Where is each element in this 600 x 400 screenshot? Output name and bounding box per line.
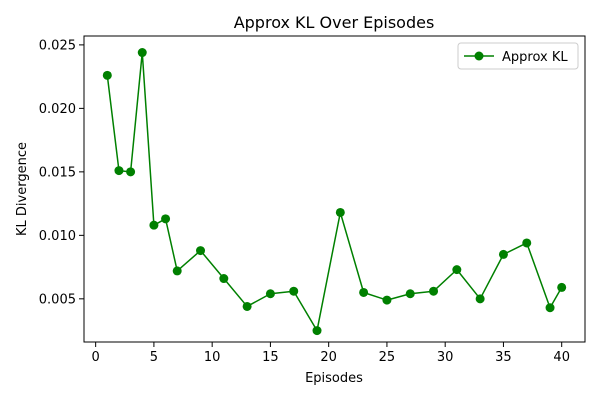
data-point [126, 167, 136, 177]
x-tick-label: 35 [495, 350, 512, 365]
y-tick-label: 0.025 [39, 38, 76, 53]
x-tick-label: 30 [437, 350, 454, 365]
chart-title: Approx KL Over Episodes [234, 13, 435, 32]
data-point [265, 289, 275, 299]
legend-label: Approx KL [502, 50, 568, 65]
x-tick-label: 15 [262, 350, 279, 365]
x-tick-label: 0 [92, 350, 100, 365]
data-point [312, 326, 322, 336]
data-point [452, 265, 462, 275]
x-tick-label: 40 [553, 350, 570, 365]
data-point [102, 70, 112, 80]
data-point [335, 207, 345, 217]
x-axis-label: Episodes [305, 371, 363, 386]
data-point [137, 48, 147, 58]
x-axis: 0 5 10 15 20 25 30 35 40 [92, 342, 570, 365]
x-tick-label: 20 [320, 350, 337, 365]
data-point [149, 220, 159, 230]
data-point [172, 266, 182, 276]
data-point [161, 214, 171, 224]
series-layer [102, 48, 567, 336]
series-line-0 [106, 51, 563, 332]
y-tick-label: 0.010 [39, 229, 76, 244]
data-point [382, 295, 392, 305]
x-tick-label: 25 [379, 350, 396, 365]
data-point [545, 303, 555, 313]
y-axis: 0.005 0.010 0.015 0.020 0.025 [39, 38, 84, 307]
data-point [522, 238, 532, 248]
x-tick-label: 10 [204, 350, 221, 365]
plot-area-border [83, 35, 586, 343]
plot-frame [83, 35, 586, 343]
y-axis-label: KL Divergence [15, 142, 30, 236]
data-point [196, 246, 206, 256]
data-point [498, 249, 508, 259]
y-tick-label: 0.005 [39, 292, 76, 307]
legend: Approx KL [457, 42, 579, 70]
data-point [359, 287, 369, 297]
x-tick-label: 5 [150, 350, 158, 365]
data-point [242, 301, 252, 311]
data-point [289, 286, 299, 296]
legend-point-marker [474, 51, 484, 61]
data-point [429, 286, 439, 296]
y-tick-label: 0.020 [39, 102, 76, 117]
data-point [405, 289, 415, 299]
data-point [219, 274, 229, 284]
data-point [557, 282, 567, 292]
data-point [114, 166, 124, 176]
y-tick-label: 0.015 [39, 165, 76, 180]
legend-box [457, 42, 579, 70]
data-point [475, 294, 485, 304]
